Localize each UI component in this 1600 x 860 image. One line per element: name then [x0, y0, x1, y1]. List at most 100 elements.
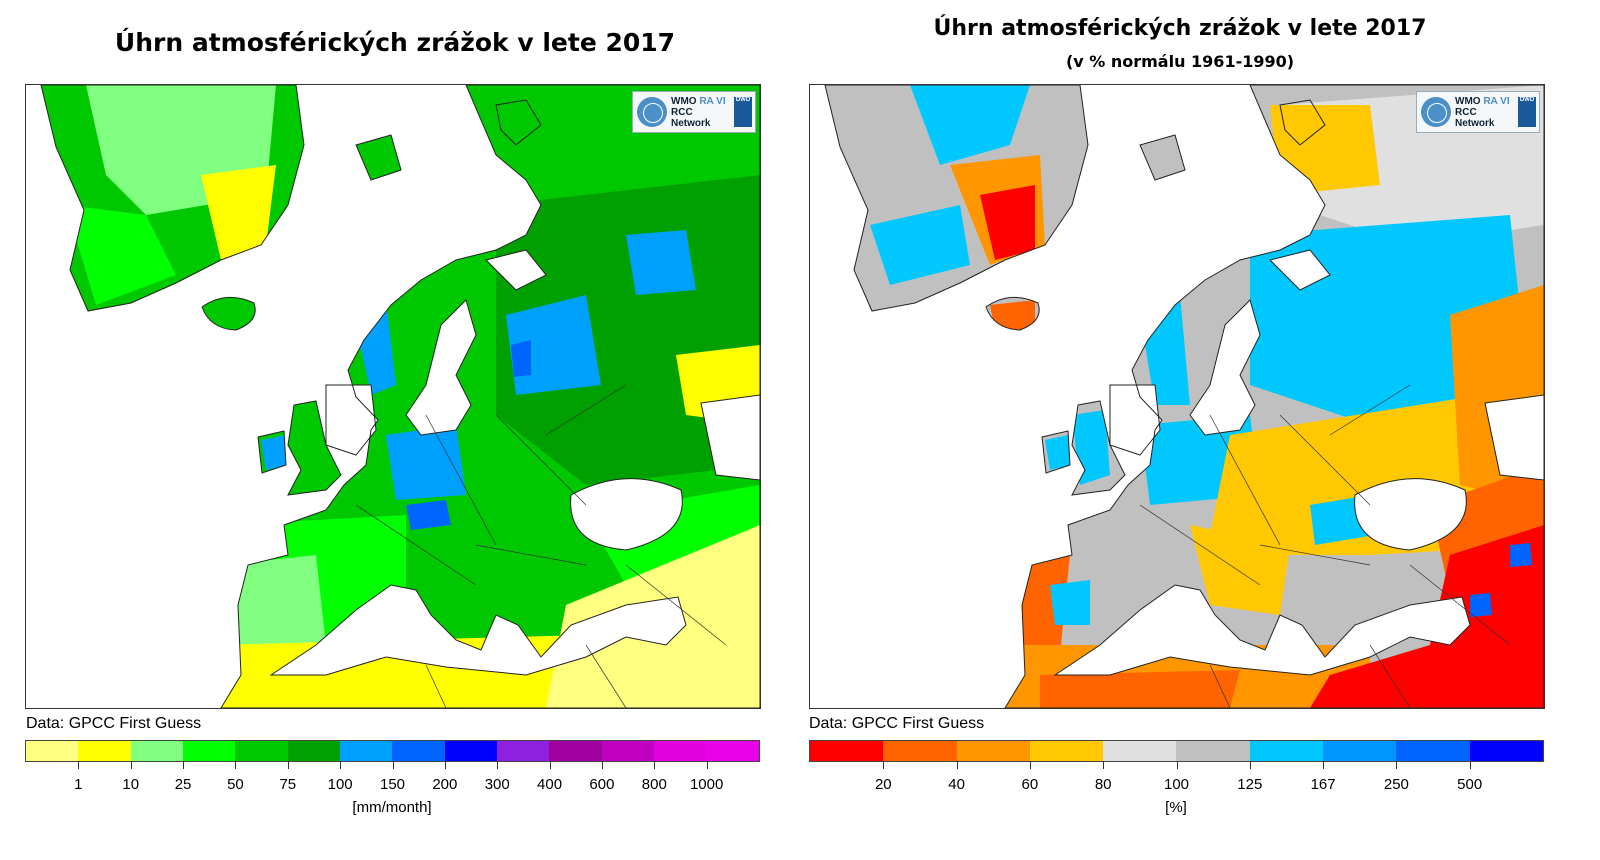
- value-zone: [870, 205, 970, 285]
- tick-label: 125: [1237, 776, 1263, 793]
- value-zone: [1270, 105, 1380, 195]
- tick-label: 800: [641, 776, 667, 793]
- percent-bin: [1029, 741, 1104, 761]
- coastline: [570, 478, 683, 551]
- value-zone: [1045, 435, 1070, 470]
- tick-label: 167: [1310, 776, 1336, 793]
- value-zone: [990, 300, 1035, 330]
- sea: [1055, 585, 1470, 675]
- coastline: [405, 299, 477, 436]
- tick-mark: [654, 761, 656, 769]
- value-zone: [261, 435, 288, 470]
- percent-bin: [883, 741, 957, 761]
- sea: [486, 250, 546, 290]
- sea: [1270, 250, 1330, 290]
- tick-label: 600: [589, 776, 615, 793]
- tick-label: 100: [1163, 776, 1190, 793]
- tick-label: 50: [227, 776, 244, 793]
- country-border: [425, 414, 497, 546]
- colorbar-unit: [mm/month]: [352, 799, 432, 816]
- logo-text: RA VI: [699, 95, 726, 107]
- precip-bin: [183, 741, 236, 761]
- tick-label: 25: [174, 776, 192, 793]
- right-map-subtitle: (v % normálu 1961-1990): [1065, 52, 1295, 71]
- precip-bin: [26, 741, 79, 761]
- coastline: [269, 584, 687, 676]
- tick-mark: [78, 761, 80, 769]
- tick-label: 60: [1021, 776, 1039, 793]
- left-map-title: Úhrn atmosférických zrážok v lete 2017: [114, 28, 676, 57]
- country-border: [1329, 384, 1411, 436]
- coastline-nzemlya: [495, 99, 542, 146]
- sea: [1354, 478, 1467, 550]
- sea: [406, 300, 476, 435]
- precipitation-colorbar: [25, 740, 760, 762]
- dwd-logo-icon: DWD: [1518, 97, 1536, 127]
- coastline: [1354, 478, 1467, 551]
- sea: [570, 478, 683, 550]
- precip-bin: [706, 741, 759, 761]
- logo-text: RA VI: [1483, 95, 1510, 107]
- coastline-nzemlya: [1279, 99, 1326, 146]
- country-border: [1409, 564, 1511, 646]
- percent-bin: [956, 741, 1030, 761]
- value-zone: [1050, 580, 1090, 625]
- value-zone: [1310, 525, 1544, 708]
- colorbar-unit: [%]: [1165, 799, 1187, 816]
- data-source-label: Data: GPCC First Guess: [26, 715, 202, 732]
- dwd-logo-icon: DWD: [734, 97, 752, 127]
- coastline-iceland: [985, 296, 1040, 331]
- coastline-greenland: [824, 85, 1089, 312]
- precipitation-total-map: WMO RA VI RCC Network DWD: [25, 84, 761, 709]
- percent-bin: [1396, 741, 1470, 761]
- logo-text: RCC Network: [1455, 106, 1495, 129]
- tick-mark: [1249, 761, 1251, 769]
- percent-colorbar: [809, 740, 1544, 762]
- precip-bin: [130, 741, 184, 761]
- country-border: [1259, 544, 1371, 566]
- percent-bin: [1249, 741, 1324, 761]
- coastline: [1109, 384, 1161, 456]
- country-border: [355, 504, 477, 586]
- colorbar-ticks: 1 10 25 50 75 100 150 200 300 400 600 800 1000: [26, 761, 759, 801]
- value-zone: [1190, 525, 1290, 615]
- tick-mark: [130, 761, 132, 769]
- value-zone: [66, 205, 176, 305]
- value-zone: [226, 555, 326, 665]
- sea: [1485, 395, 1544, 480]
- tick-mark: [183, 761, 185, 769]
- country-border: [1279, 414, 1371, 506]
- country-border: [1209, 664, 1231, 708]
- sea: [701, 395, 760, 480]
- coastline-iceland: [201, 296, 256, 331]
- tick-label: 40: [948, 776, 965, 793]
- country-border: [475, 544, 587, 566]
- colorbar-ticks: 20 40 60 80 100 125 167 250 500: [810, 761, 1543, 801]
- percent-bin: [1103, 741, 1177, 761]
- tick-label: 1: [74, 776, 83, 793]
- value-zone: [386, 425, 466, 500]
- tick-mark: [1103, 761, 1105, 769]
- precip-bin: [601, 741, 655, 761]
- tick-mark: [601, 761, 603, 769]
- coastline: [1053, 584, 1471, 676]
- precip-bin: [78, 741, 131, 761]
- country-border: [1139, 504, 1261, 586]
- percent-bin: [810, 741, 884, 761]
- value-zone: [910, 85, 1030, 165]
- tick-mark: [340, 761, 342, 769]
- logo-text: RCC Network: [671, 106, 711, 129]
- sea: [271, 585, 686, 675]
- coastline: [325, 384, 377, 456]
- tick-label: 150: [379, 776, 406, 793]
- map-graphic: [824, 85, 1544, 708]
- coastline: [485, 249, 547, 291]
- tick-mark: [392, 761, 394, 769]
- tick-label: 300: [484, 776, 510, 793]
- tick-mark: [497, 761, 499, 769]
- precip-bin: [340, 741, 393, 761]
- tick-label: 400: [537, 776, 563, 793]
- value-zone: [980, 185, 1035, 260]
- country-border: [495, 414, 587, 506]
- precip-bin: [392, 741, 445, 761]
